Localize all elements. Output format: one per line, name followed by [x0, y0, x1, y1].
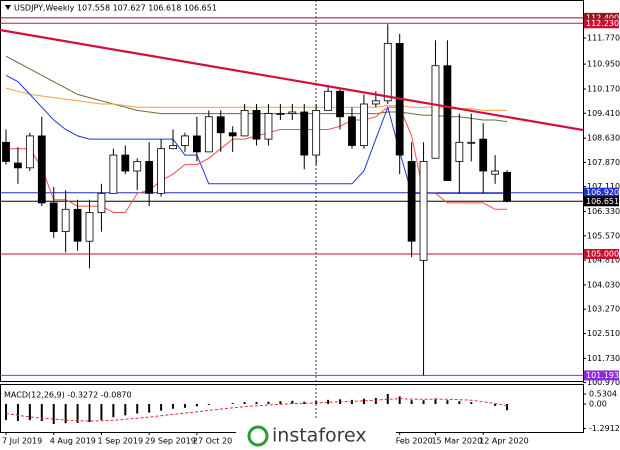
macd-tick-label: -1.2912 [589, 424, 620, 433]
y-tick-label: 102.510 [587, 329, 620, 338]
y-tick-label: 106.330 [587, 207, 620, 216]
y-tick-label: 110.170 [587, 85, 620, 94]
candle-body [37, 135, 46, 204]
candle-body [371, 100, 380, 105]
candle-body [300, 111, 309, 156]
x-tick-label: Feb 2020 [396, 437, 433, 446]
candle-body [85, 212, 94, 242]
candle-body [169, 145, 177, 150]
candle-body [25, 135, 34, 169]
trend-line [0, 28, 584, 132]
candle-body [49, 202, 58, 233]
x-tick-label: 27 Oct 20 [193, 437, 232, 446]
y-tick-label: 107.110 [587, 182, 620, 191]
candle-body [240, 109, 249, 137]
candle-body [312, 109, 321, 156]
level-box [584, 248, 619, 259]
candle-body [97, 192, 106, 213]
candle-body [73, 208, 82, 242]
y-tick-label: 101.730 [587, 354, 620, 363]
y-tick-label: 103.270 [587, 305, 620, 314]
watermark-text: instaforex [272, 425, 367, 447]
level-box [584, 187, 619, 198]
chart-header: USDJPY,Weekly 107.558 107.627 106.618 10… [14, 4, 217, 13]
level-label: 112.400 [586, 13, 619, 22]
candle-body [252, 109, 261, 140]
candle-body [192, 135, 201, 153]
x-tick-label: 12 Apr 2020 [479, 437, 528, 446]
candle-body [503, 171, 511, 202]
candle-body [61, 208, 70, 233]
candle-body [491, 170, 500, 175]
candle-body [14, 162, 22, 169]
candle-body [419, 161, 428, 261]
y-tick-label: 111.770 [587, 33, 620, 42]
candle-body [348, 116, 356, 146]
y-tick-label: 104.810 [587, 256, 620, 265]
candle-body [276, 113, 285, 115]
candle-body [443, 65, 452, 181]
candle-body [204, 116, 213, 153]
menu-icon[interactable] [5, 5, 11, 10]
candle-body [109, 154, 118, 194]
candle-body [216, 116, 225, 134]
level-label: 101.193 [586, 371, 619, 380]
plot-area [0, 17, 583, 425]
x-tick-label: 7 Jul 2019 [2, 437, 42, 446]
macd-signal [5, 398, 508, 422]
candle-body [467, 141, 476, 144]
watermark: instaforex [236, 420, 396, 450]
candle-body [228, 132, 237, 137]
candle-body [336, 90, 344, 118]
candle-body [133, 161, 142, 172]
macd-tick-label: 0.00 [589, 400, 607, 409]
candle-body [479, 138, 488, 172]
y-tick-label: 110.950 [587, 60, 620, 69]
candle-body [288, 111, 297, 114]
candle-body [455, 141, 464, 162]
level-label: 105.000 [586, 249, 619, 258]
candle-body [2, 141, 10, 162]
y-tick-label: 107.870 [587, 158, 620, 167]
level-label: 112.230 [586, 19, 619, 28]
level-box [584, 18, 619, 29]
candle-body [431, 65, 440, 159]
candle-body [407, 161, 416, 242]
candle-body [264, 113, 273, 140]
candle-body [324, 90, 333, 111]
level-box [584, 196, 619, 207]
candle-body [121, 154, 130, 172]
y-tick-label: 105.570 [587, 231, 620, 240]
level-box [584, 12, 619, 23]
main-frame [0, 0, 584, 382]
macd-tick-label: 0.5304 [589, 389, 617, 398]
level-box [584, 370, 619, 381]
watermark-logo [247, 425, 269, 447]
y-tick-label: 100.970 [587, 378, 620, 387]
macd-header: MACD(12,26,9) -0.3272 -0.0870 [4, 391, 132, 400]
y-tick-label: 108.630 [587, 134, 620, 143]
candle-body [157, 148, 165, 194]
labels: 111.770 110.950 110.170 109.410 108.630 107.8… [2, 12, 620, 446]
level-label: 106.920 [586, 188, 619, 197]
y-tick-label: 104.030 [587, 280, 620, 289]
candle-body [181, 135, 189, 146]
candle-body [383, 42, 392, 102]
x-tick-label: 4 Aug 2019 [50, 437, 96, 446]
candle-body [359, 103, 368, 146]
candle-body [145, 161, 154, 194]
x-tick-label: 1 Sep 2019 [97, 437, 143, 446]
x-tick-label: 29 Sep 2019 [145, 437, 196, 446]
x-tick-label: 15 Mar 2020 [431, 437, 482, 446]
level-label: 106.651 [586, 197, 619, 206]
y-tick-label: 109.410 [587, 109, 620, 118]
